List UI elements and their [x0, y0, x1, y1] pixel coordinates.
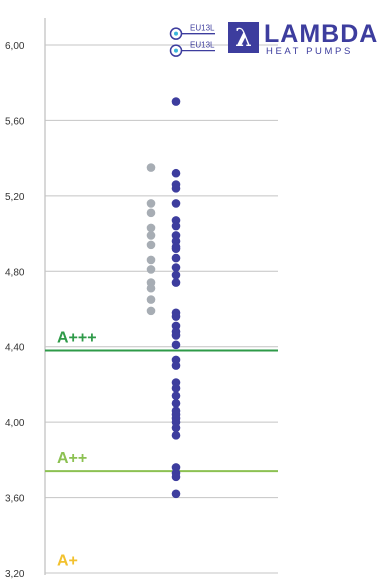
- data-point: [146, 306, 156, 316]
- y-tick-label: 4,00: [5, 418, 25, 429]
- threshold-label: A+: [57, 552, 78, 569]
- marker-label: EU13L: [190, 41, 215, 50]
- data-point: [171, 244, 181, 253]
- data-point: [171, 331, 181, 340]
- data-point: [171, 361, 181, 370]
- data-point: [171, 431, 181, 440]
- lambda-logo: λ LAMBDA HEAT PUMPS: [228, 20, 378, 58]
- data-point: [171, 398, 181, 408]
- data-point: [171, 423, 181, 433]
- threshold-label: A++: [57, 450, 87, 467]
- data-point: [146, 199, 156, 208]
- data-point: [171, 168, 181, 178]
- marker-dot: [174, 31, 178, 36]
- data-point: [146, 223, 156, 233]
- logo-title: LAMBDA: [264, 20, 378, 48]
- data-point: [171, 263, 181, 272]
- data-point: [171, 312, 181, 321]
- data-point: [146, 295, 156, 304]
- y-tick-label: 5,60: [5, 116, 25, 127]
- data-point: [171, 184, 181, 193]
- data-point: [146, 231, 156, 240]
- y-tick-label: 4,80: [5, 267, 25, 278]
- y-tick-label: 4,40: [5, 343, 25, 354]
- lambda-symbol-icon: λ: [228, 22, 259, 53]
- data-point: [171, 278, 181, 287]
- data-point: [146, 265, 156, 274]
- marker-dot: [174, 48, 178, 53]
- data-point: [146, 240, 156, 250]
- data-point: [146, 163, 156, 172]
- data-point: [171, 383, 181, 393]
- data-point: [171, 340, 181, 350]
- data-point: [171, 253, 181, 263]
- marker-label: EU13L: [190, 24, 215, 33]
- y-tick-label: 6,00: [5, 41, 25, 52]
- y-tick-label: 3,60: [5, 494, 25, 505]
- data-point: [146, 283, 156, 293]
- y-tick-label: 5,20: [5, 192, 25, 203]
- data-point: [146, 255, 156, 265]
- threshold-label: A+++: [57, 329, 97, 346]
- data-point: [171, 199, 181, 208]
- data-point: [171, 270, 181, 280]
- data-point: [171, 221, 181, 231]
- logo-subtitle: HEAT PUMPS: [266, 46, 353, 57]
- data-point: [171, 472, 181, 482]
- data-point: [146, 208, 156, 218]
- data-point: [171, 97, 181, 106]
- data-point: [171, 391, 181, 401]
- data-point: [171, 489, 181, 499]
- y-tick-label: 3,20: [5, 569, 25, 580]
